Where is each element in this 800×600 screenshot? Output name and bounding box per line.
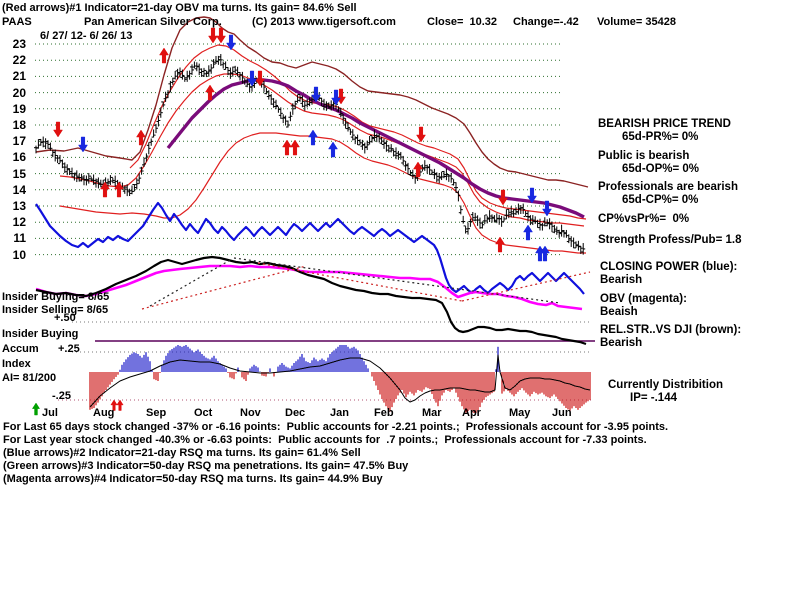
left-label: Insider Buying= 8/65 <box>2 291 110 303</box>
month-label-oct: Oct <box>194 407 213 419</box>
analysis-line: Public is bearish <box>598 150 690 162</box>
analysis-line: CP%vsPr%= 0% <box>598 213 690 225</box>
footer-line-4: (Green arrows)#3 Indicator=50-day RSQ ma… <box>3 460 409 472</box>
analysis-line: Currently Distribition <box>608 379 724 391</box>
price-tick-label: 20 <box>12 85 26 100</box>
analysis-line: 65d-PR%= 0% <box>622 131 699 143</box>
month-label-apr: Apr <box>462 407 481 419</box>
footer-line-2: For Last year stock changed -40.3% or -6… <box>3 434 647 446</box>
left-label: +.50 <box>54 312 76 324</box>
left-label: Accum <box>2 343 39 355</box>
price-tick-label: 13 <box>12 199 26 213</box>
month-label-aug: Aug <box>93 407 115 419</box>
left-label: Insider Buying <box>2 328 79 340</box>
month-label-may: May <box>509 407 531 419</box>
month-label-jun: Jun <box>552 407 572 419</box>
left-label: Insider Selling= 8/65 <box>2 304 109 316</box>
price-tick-label: 15 <box>12 166 26 181</box>
month-label-nov: Nov <box>240 407 261 419</box>
month-label-sep: Sep <box>146 407 167 419</box>
price-tick-label: 16 <box>12 150 26 165</box>
left-label: +.25 <box>58 343 80 355</box>
analysis-line: Bearish <box>600 337 643 349</box>
analysis-line: IP= -.144 <box>630 392 677 404</box>
change-value: Change=-.42 <box>513 16 579 28</box>
price-tick-label: 14 <box>12 182 26 197</box>
left-label: Index <box>2 358 31 370</box>
price-tick-label: 17 <box>12 134 26 149</box>
analysis-line: Professionals are bearish <box>598 181 738 193</box>
analysis-line: Strength Profess/Pub= 1.8 <box>598 234 742 246</box>
analysis-line: Beaish <box>600 306 638 318</box>
month-label-jul: Jul <box>42 407 58 419</box>
price-tick-label: 11 <box>13 231 26 246</box>
analysis-line: 65d-OP%= 0% <box>622 163 700 175</box>
price-tick-label: 19 <box>12 101 26 116</box>
date-range: 6/ 27/ 12- 6/ 26/ 13 <box>40 30 133 42</box>
price-tick-label: 23 <box>12 37 26 51</box>
close-value: Close= 10.32 <box>427 16 498 28</box>
red-arrows-indicator-caption: (Red arrows)#1 Indicator=21-day OBV ma t… <box>2 2 357 14</box>
month-label-mar: Mar <box>422 407 442 419</box>
price-tick-label: 18 <box>12 118 26 132</box>
ticker-symbol: PAAS <box>2 16 32 28</box>
analysis-line: OBV (magenta): <box>600 293 687 305</box>
analysis-line: 65d-CP%= 0% <box>622 194 699 206</box>
volume-value: Volume= 35428 <box>597 16 676 28</box>
analysis-line: REL.STR..VS DJI (brown): <box>600 324 742 336</box>
company-name: Pan American Silver Corp. <box>84 16 222 28</box>
footer-line-5: (Magenta arrows)#4 Indicator=50-day RSQ … <box>3 473 383 485</box>
analysis-line: BEARISH PRICE TREND <box>598 118 731 130</box>
left-label: AI= 81/200 <box>2 372 57 384</box>
footer-line-3: (Blue arrows)#2 Indicator=21-day RSQ ma … <box>3 447 361 459</box>
copyright-notice: (C) 2013 www.tigersoft.com <box>252 16 396 28</box>
price-tick-label: 10 <box>12 247 26 262</box>
month-label-jan: Jan <box>330 407 349 419</box>
price-tick-label: 22 <box>12 53 26 68</box>
price-tick-label: 21 <box>12 69 26 84</box>
analysis-line: Bearish <box>600 274 643 286</box>
analysis-line: CLOSING POWER (blue): <box>600 261 738 273</box>
month-label-feb: Feb <box>374 407 394 419</box>
left-label: -.25 <box>52 390 71 402</box>
price-tick-label: 12 <box>12 215 26 230</box>
footer-line-1: For Last 65 days stock changed -37% or -… <box>3 421 669 433</box>
month-label-dec: Dec <box>285 407 306 419</box>
